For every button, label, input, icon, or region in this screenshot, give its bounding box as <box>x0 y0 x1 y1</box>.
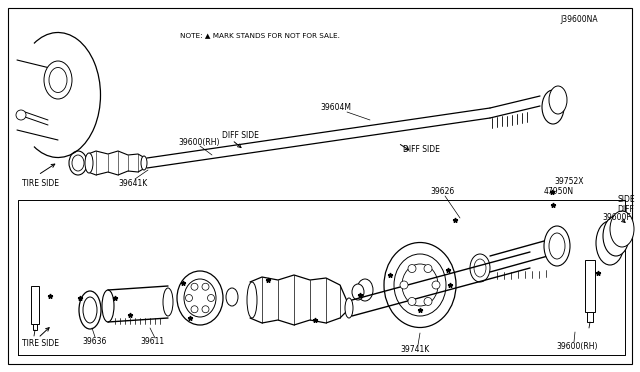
Ellipse shape <box>177 271 223 325</box>
Ellipse shape <box>384 243 456 327</box>
Circle shape <box>400 281 408 289</box>
Ellipse shape <box>163 288 173 316</box>
Ellipse shape <box>357 279 373 301</box>
Ellipse shape <box>49 67 67 93</box>
Bar <box>33 324 37 330</box>
Text: DIFF SIDE: DIFF SIDE <box>403 145 440 154</box>
Text: TIRE SIDE: TIRE SIDE <box>22 340 59 349</box>
Ellipse shape <box>542 90 564 124</box>
Ellipse shape <box>474 259 486 277</box>
Circle shape <box>424 298 432 305</box>
Circle shape <box>191 283 198 290</box>
Bar <box>587 312 593 322</box>
Ellipse shape <box>470 254 490 282</box>
Text: 39604M: 39604M <box>320 103 351 112</box>
Ellipse shape <box>610 211 634 247</box>
Ellipse shape <box>72 155 84 171</box>
Bar <box>585 260 595 312</box>
Circle shape <box>202 306 209 313</box>
Ellipse shape <box>69 151 87 175</box>
Circle shape <box>424 264 432 273</box>
Text: 39626: 39626 <box>430 187 454 196</box>
Text: NOTE: ▲ MARK STANDS FOR NOT FOR SALE.: NOTE: ▲ MARK STANDS FOR NOT FOR SALE. <box>180 32 340 38</box>
Ellipse shape <box>184 279 216 317</box>
Text: 39600(RH): 39600(RH) <box>556 341 598 350</box>
Ellipse shape <box>226 288 238 306</box>
Ellipse shape <box>345 298 353 318</box>
Text: 39600F: 39600F <box>602 214 631 222</box>
Ellipse shape <box>596 221 624 265</box>
Ellipse shape <box>549 233 565 259</box>
Ellipse shape <box>83 297 97 323</box>
Ellipse shape <box>544 226 570 266</box>
Circle shape <box>408 298 416 305</box>
Ellipse shape <box>549 86 567 114</box>
Text: SIDE: SIDE <box>617 196 635 205</box>
Circle shape <box>16 110 26 120</box>
Circle shape <box>202 283 209 290</box>
Circle shape <box>432 281 440 289</box>
Ellipse shape <box>402 264 438 306</box>
Ellipse shape <box>79 291 101 329</box>
Ellipse shape <box>247 282 257 318</box>
Text: 47950N: 47950N <box>544 187 574 196</box>
Ellipse shape <box>85 153 93 173</box>
Ellipse shape <box>44 61 72 99</box>
Text: 39641K: 39641K <box>118 179 147 187</box>
Ellipse shape <box>141 156 147 170</box>
Text: DIFF: DIFF <box>617 205 634 215</box>
Text: J39600NA: J39600NA <box>560 16 598 25</box>
Ellipse shape <box>352 284 364 300</box>
Text: 39741K: 39741K <box>400 344 429 353</box>
Circle shape <box>207 295 214 301</box>
Text: 39611: 39611 <box>140 337 164 346</box>
Ellipse shape <box>603 216 629 256</box>
Text: TIRE SIDE: TIRE SIDE <box>22 179 59 187</box>
Text: DIFF SIDE: DIFF SIDE <box>222 131 259 141</box>
Circle shape <box>191 306 198 313</box>
Bar <box>31 286 39 324</box>
Circle shape <box>408 264 416 273</box>
Ellipse shape <box>394 254 446 316</box>
Text: 39600(RH): 39600(RH) <box>178 138 220 147</box>
Ellipse shape <box>102 290 114 322</box>
Text: 39636: 39636 <box>82 337 106 346</box>
Circle shape <box>186 295 193 301</box>
Text: 39752X: 39752X <box>554 176 584 186</box>
